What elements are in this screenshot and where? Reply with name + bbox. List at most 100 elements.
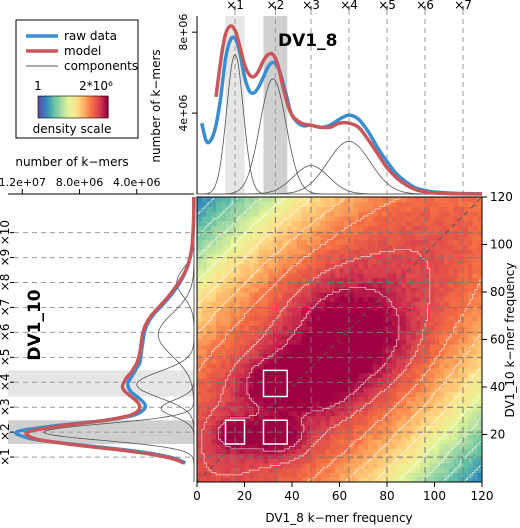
heatmap-cell (396, 216, 402, 222)
heatmap-cell (282, 320, 288, 326)
heatmap-cell (415, 263, 421, 269)
heatmap-cell (382, 444, 388, 450)
heatmap-cell (239, 406, 245, 412)
heatmap-cell (401, 372, 407, 378)
heatmap-cell (434, 258, 440, 264)
heatmap-cell (382, 472, 388, 478)
heatmap-cell (244, 311, 250, 317)
heatmap-cell (263, 349, 269, 355)
heatmap-cell (363, 225, 369, 231)
heatmap-cell (401, 334, 407, 340)
heatmap-cell (448, 273, 454, 279)
heatmap-cell (220, 277, 226, 283)
heatmap-cell (311, 325, 317, 331)
left-multiplicity-label: ×4 (0, 373, 12, 391)
heatmap-cell (197, 448, 203, 454)
heatmap-cell (453, 301, 459, 307)
heatmap-cell (396, 467, 402, 473)
heatmap-cell (472, 277, 478, 283)
heatmap-cell (201, 263, 207, 269)
heatmap-cell (277, 344, 283, 350)
heatmap-cell (334, 448, 340, 454)
heatmap-cell (410, 296, 416, 302)
heatmap-cell (249, 472, 255, 478)
heatmap-cell (277, 406, 283, 412)
heatmap-cell (315, 396, 321, 402)
heatmap-cell (206, 216, 212, 222)
heatmap-cell (420, 301, 426, 307)
heatmap-cell (425, 463, 431, 469)
heatmap-cell (320, 258, 326, 264)
heatmap-cell (439, 211, 445, 217)
heatmap-cell (406, 225, 412, 231)
heatmap-cell (235, 201, 241, 207)
heatmap-cell (211, 330, 217, 336)
heatmap-cell (239, 382, 245, 388)
heatmap-cell (415, 292, 421, 298)
heatmap-cell (334, 358, 340, 364)
heatmap-cell (220, 429, 226, 435)
heatmap-cell (396, 415, 402, 421)
heatmap-cell (206, 453, 212, 459)
heatmap-cell (235, 458, 241, 464)
heatmap-cell (330, 467, 336, 473)
heatmap-cell (358, 235, 364, 241)
heatmap-cell (458, 225, 464, 231)
heatmap-cell (216, 344, 222, 350)
heatmap-cell (325, 396, 331, 402)
heatmap-cell (315, 311, 321, 317)
heatmap-cell (372, 339, 378, 345)
heatmap-cell (197, 273, 203, 279)
heatmap-cell (268, 434, 274, 440)
heatmap-cell (363, 467, 369, 473)
heatmap-cell (349, 311, 355, 317)
heatmap-cell (201, 206, 207, 212)
heatmap-cell (420, 197, 426, 203)
heatmap-cell (453, 377, 459, 383)
heatmap-cell (296, 292, 302, 298)
heatmap-cell (420, 287, 426, 293)
heatmap-cell (211, 439, 217, 445)
heatmap-cell (225, 425, 231, 431)
heatmap-cell (334, 372, 340, 378)
heatmap-cell (287, 439, 293, 445)
heatmap-cell (453, 206, 459, 212)
heatmap-cell (301, 301, 307, 307)
heatmap-cell (439, 306, 445, 312)
heatmap-cell (453, 197, 459, 203)
heatmap-cell (396, 344, 402, 350)
heatmap-cell (320, 387, 326, 393)
heatmap-cell (244, 358, 250, 364)
heatmap-cell (211, 444, 217, 450)
heatmap-cell (320, 273, 326, 279)
heatmap-cell (296, 368, 302, 374)
heatmap-cell (472, 334, 478, 340)
heatmap-cell (315, 444, 321, 450)
heatmap-cell (292, 206, 298, 212)
heatmap-cell (287, 277, 293, 283)
legend-entry-label: raw data (64, 29, 117, 43)
heatmap-cell (273, 363, 279, 369)
heatmap-cell (282, 244, 288, 250)
heatmap-cell (249, 334, 255, 340)
heatmap-cell (420, 339, 426, 345)
heatmap-cell (334, 216, 340, 222)
heatmap-cell (197, 382, 203, 388)
heatmap-cell (453, 463, 459, 469)
heatmap-cell (254, 220, 260, 226)
heatmap-cell (216, 410, 222, 416)
heatmap-cell (434, 363, 440, 369)
heatmap-cell (306, 396, 312, 402)
heatmap-cell (325, 401, 331, 407)
left-multiplicity-label: ×5 (0, 348, 12, 366)
heatmap-cell (334, 301, 340, 307)
heatmap-cell (230, 282, 236, 288)
heatmap-cell (458, 273, 464, 279)
heatmap-cell (244, 296, 250, 302)
heatmap-cell (467, 391, 473, 397)
heatmap-cell (387, 306, 393, 312)
heatmap-cell (420, 206, 426, 212)
heatmap-cell (358, 201, 364, 207)
heatmap-cell (344, 334, 350, 340)
heatmap-cell (377, 315, 383, 321)
